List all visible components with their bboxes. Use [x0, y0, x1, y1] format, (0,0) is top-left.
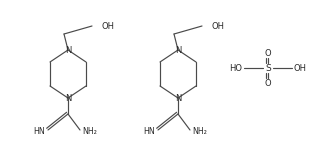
- Text: HN: HN: [143, 127, 155, 136]
- Text: OH: OH: [211, 21, 224, 31]
- Text: HN: HN: [33, 127, 45, 136]
- Text: N: N: [175, 93, 181, 103]
- Text: N: N: [65, 93, 71, 103]
- Text: OH: OH: [294, 64, 307, 72]
- Text: HO: HO: [229, 64, 242, 72]
- Text: NH₂: NH₂: [192, 127, 207, 136]
- Text: OH: OH: [101, 21, 114, 31]
- Text: O: O: [265, 48, 271, 57]
- Text: N: N: [65, 45, 71, 55]
- Text: NH₂: NH₂: [82, 127, 97, 136]
- Text: O: O: [265, 79, 271, 88]
- Text: S: S: [265, 64, 271, 72]
- Text: N: N: [175, 45, 181, 55]
